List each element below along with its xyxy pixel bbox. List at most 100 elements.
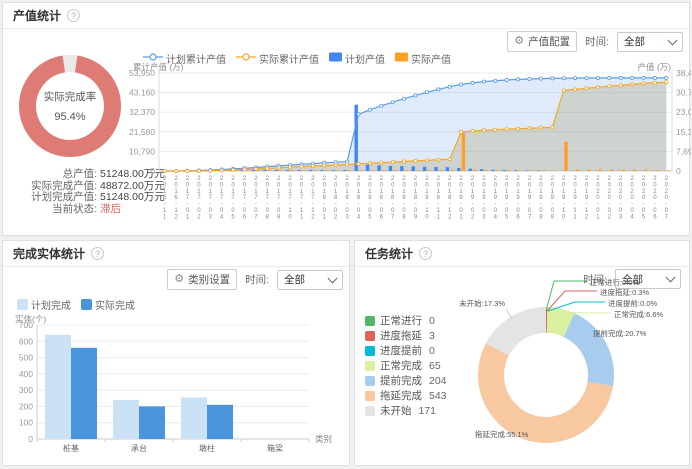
- svg-text:400: 400: [19, 369, 33, 379]
- entity-config-label: 类别设置: [188, 272, 230, 287]
- entity-bar-chart: 0 100 200 300 400 500 600 700 桩基 承台 墩柱 箱梁 类别: [7, 321, 347, 465]
- help-icon[interactable]: ?: [91, 247, 104, 260]
- svg-text:承台: 承台: [131, 443, 147, 453]
- svg-text:2017-02: 2017-02: [197, 176, 201, 220]
- svg-text:2018-09: 2018-09: [414, 176, 418, 220]
- entity-time-value: 全部: [284, 272, 305, 287]
- output-controls: ⚙ 产值配置 时间: 全部: [507, 31, 683, 52]
- svg-text:拖延完成:55.1%: 拖延完成:55.1%: [475, 429, 529, 439]
- svg-text:38,460: 38,460: [676, 68, 691, 78]
- svg-text:2017-06: 2017-06: [243, 176, 247, 220]
- svg-text:2018-12: 2018-12: [448, 176, 452, 220]
- entity-chart-legend: 计划完成 实际完成: [17, 297, 135, 312]
- svg-text:30,768: 30,768: [676, 88, 691, 98]
- svg-text:正常完成:6.6%: 正常完成:6.6%: [614, 309, 664, 319]
- output-time-value: 全部: [624, 34, 645, 49]
- svg-text:2019-04: 2019-04: [494, 176, 498, 220]
- svg-text:2017-07: 2017-07: [254, 176, 258, 220]
- svg-text:提前完成:20.7%: 提前完成:20.7%: [593, 328, 647, 338]
- help-icon[interactable]: ?: [67, 9, 80, 22]
- gauge-label: 实际完成率: [44, 89, 97, 104]
- svg-text:2017-10: 2017-10: [288, 176, 292, 220]
- chevron-down-icon: [328, 273, 338, 283]
- svg-text:0: 0: [28, 434, 33, 444]
- svg-text:500: 500: [19, 353, 33, 363]
- svg-text:21,580: 21,580: [129, 127, 155, 137]
- svg-text:2019-06: 2019-06: [516, 176, 520, 220]
- svg-text:2019-08: 2019-08: [539, 176, 543, 220]
- svg-text:2019-09: 2019-09: [551, 176, 555, 220]
- svg-text:23,076: 23,076: [676, 107, 691, 117]
- svg-text:未开始:17.3%: 未开始:17.3%: [459, 298, 505, 308]
- svg-text:2019-03: 2019-03: [482, 176, 486, 220]
- svg-text:2019-01: 2019-01: [459, 176, 463, 220]
- svg-text:43,160: 43,160: [129, 88, 155, 98]
- panel-entity-stats: 完成实体统计 ? ⚙ 类别设置 时间: 全部 计划完成 实际完成 实体(个) 0…: [2, 240, 350, 466]
- help-icon[interactable]: ?: [419, 247, 432, 260]
- svg-text:2017-11: 2017-11: [300, 176, 304, 220]
- legend-label: 实际完成: [95, 297, 135, 312]
- panel-tasks-title: 任务统计: [365, 245, 413, 262]
- chevron-down-icon: [668, 35, 678, 45]
- svg-text:2018-03: 2018-03: [345, 176, 349, 220]
- svg-text:墩柱: 墩柱: [199, 443, 215, 453]
- svg-text:2016-11: 2016-11: [163, 176, 167, 220]
- dashboard: 产值统计 ? ⚙ 产值配置 时间: 全部 实际完成率 95.4% 总产值:512…: [0, 0, 692, 469]
- panel-output-stats: 产值统计 ? ⚙ 产值配置 时间: 全部 实际完成率 95.4% 总产值:512…: [2, 2, 690, 236]
- svg-text:700: 700: [19, 321, 33, 330]
- svg-text:2017-08: 2017-08: [266, 176, 270, 220]
- svg-text:类别: 类别: [315, 434, 332, 444]
- svg-text:7,692: 7,692: [676, 146, 691, 156]
- completion-gauge-labels: 实际完成率 95.4%: [15, 51, 125, 161]
- legend-swatch: [81, 299, 92, 310]
- svg-text:箱梁: 箱梁: [267, 443, 283, 453]
- svg-text:2018-02: 2018-02: [334, 176, 338, 220]
- panel-entity-title: 完成实体统计: [13, 245, 85, 262]
- svg-text:0: 0: [150, 166, 155, 176]
- svg-text:桩基: 桩基: [63, 443, 79, 453]
- status-value: 滞后: [100, 204, 121, 216]
- svg-text:2019-05: 2019-05: [505, 176, 509, 220]
- svg-text:600: 600: [19, 336, 33, 346]
- output-combo-chart: 0010,7907,69221,58015,38432,37023,07643,…: [125, 57, 691, 233]
- tasks-donut-chart: 正常进行:0.0%进度拖延:0.3%进度提前:0.0%正常完成:6.6% 提前完成…: [355, 266, 689, 465]
- svg-text:2019-07: 2019-07: [528, 176, 532, 220]
- svg-text:2018-05: 2018-05: [368, 176, 372, 220]
- panel-task-stats: 任务统计 ? 时间: 全部 正常进行0进度拖延3进度提前0正常完成65提前完成2…: [354, 240, 690, 466]
- svg-text:2020-06: 2020-06: [653, 176, 657, 220]
- svg-text:2018-07: 2018-07: [391, 176, 395, 220]
- legend-item-actual[interactable]: 实际完成: [81, 297, 135, 312]
- svg-text:2020-07: 2020-07: [665, 176, 669, 220]
- svg-text:进度拖延:0.3%: 进度拖延:0.3%: [600, 287, 650, 297]
- svg-text:200: 200: [19, 401, 33, 411]
- svg-text:2017-04: 2017-04: [220, 176, 224, 220]
- entity-config-button[interactable]: ⚙ 类别设置: [167, 269, 237, 290]
- svg-text:2018-01: 2018-01: [323, 176, 327, 220]
- legend-item-plan[interactable]: 计划完成: [17, 297, 71, 312]
- svg-text:2018-08: 2018-08: [402, 176, 406, 220]
- svg-text:2020-05: 2020-05: [642, 176, 646, 220]
- svg-text:2020-03: 2020-03: [619, 176, 623, 220]
- output-time-select[interactable]: 全部: [617, 32, 683, 52]
- stat-label: 总产值:: [5, 169, 97, 181]
- entity-time-select[interactable]: 全部: [277, 270, 343, 290]
- output-config-button[interactable]: ⚙ 产值配置: [507, 31, 577, 52]
- svg-text:32,370: 32,370: [129, 107, 155, 117]
- svg-text:10,790: 10,790: [129, 146, 155, 156]
- svg-text:正常进行:0.0%: 正常进行:0.0%: [590, 277, 640, 287]
- svg-text:53,950: 53,950: [129, 68, 155, 78]
- svg-text:2018-06: 2018-06: [380, 176, 384, 220]
- svg-text:2019-02: 2019-02: [471, 176, 475, 220]
- svg-text:100: 100: [19, 418, 33, 428]
- gear-icon: ⚙: [174, 274, 184, 285]
- svg-text:2016-12: 2016-12: [174, 176, 178, 220]
- svg-text:2019-11: 2019-11: [573, 176, 577, 220]
- svg-text:进度提前:0.0%: 进度提前:0.0%: [608, 298, 658, 308]
- gear-icon: ⚙: [514, 36, 524, 47]
- panel-output-title: 产值统计: [13, 7, 61, 24]
- svg-text:2017-01: 2017-01: [186, 176, 190, 220]
- time-label: 时间:: [585, 34, 609, 49]
- stat-label: 当前状态:: [5, 204, 97, 216]
- entity-controls: ⚙ 类别设置 时间: 全部: [167, 269, 343, 290]
- svg-text:300: 300: [19, 385, 33, 395]
